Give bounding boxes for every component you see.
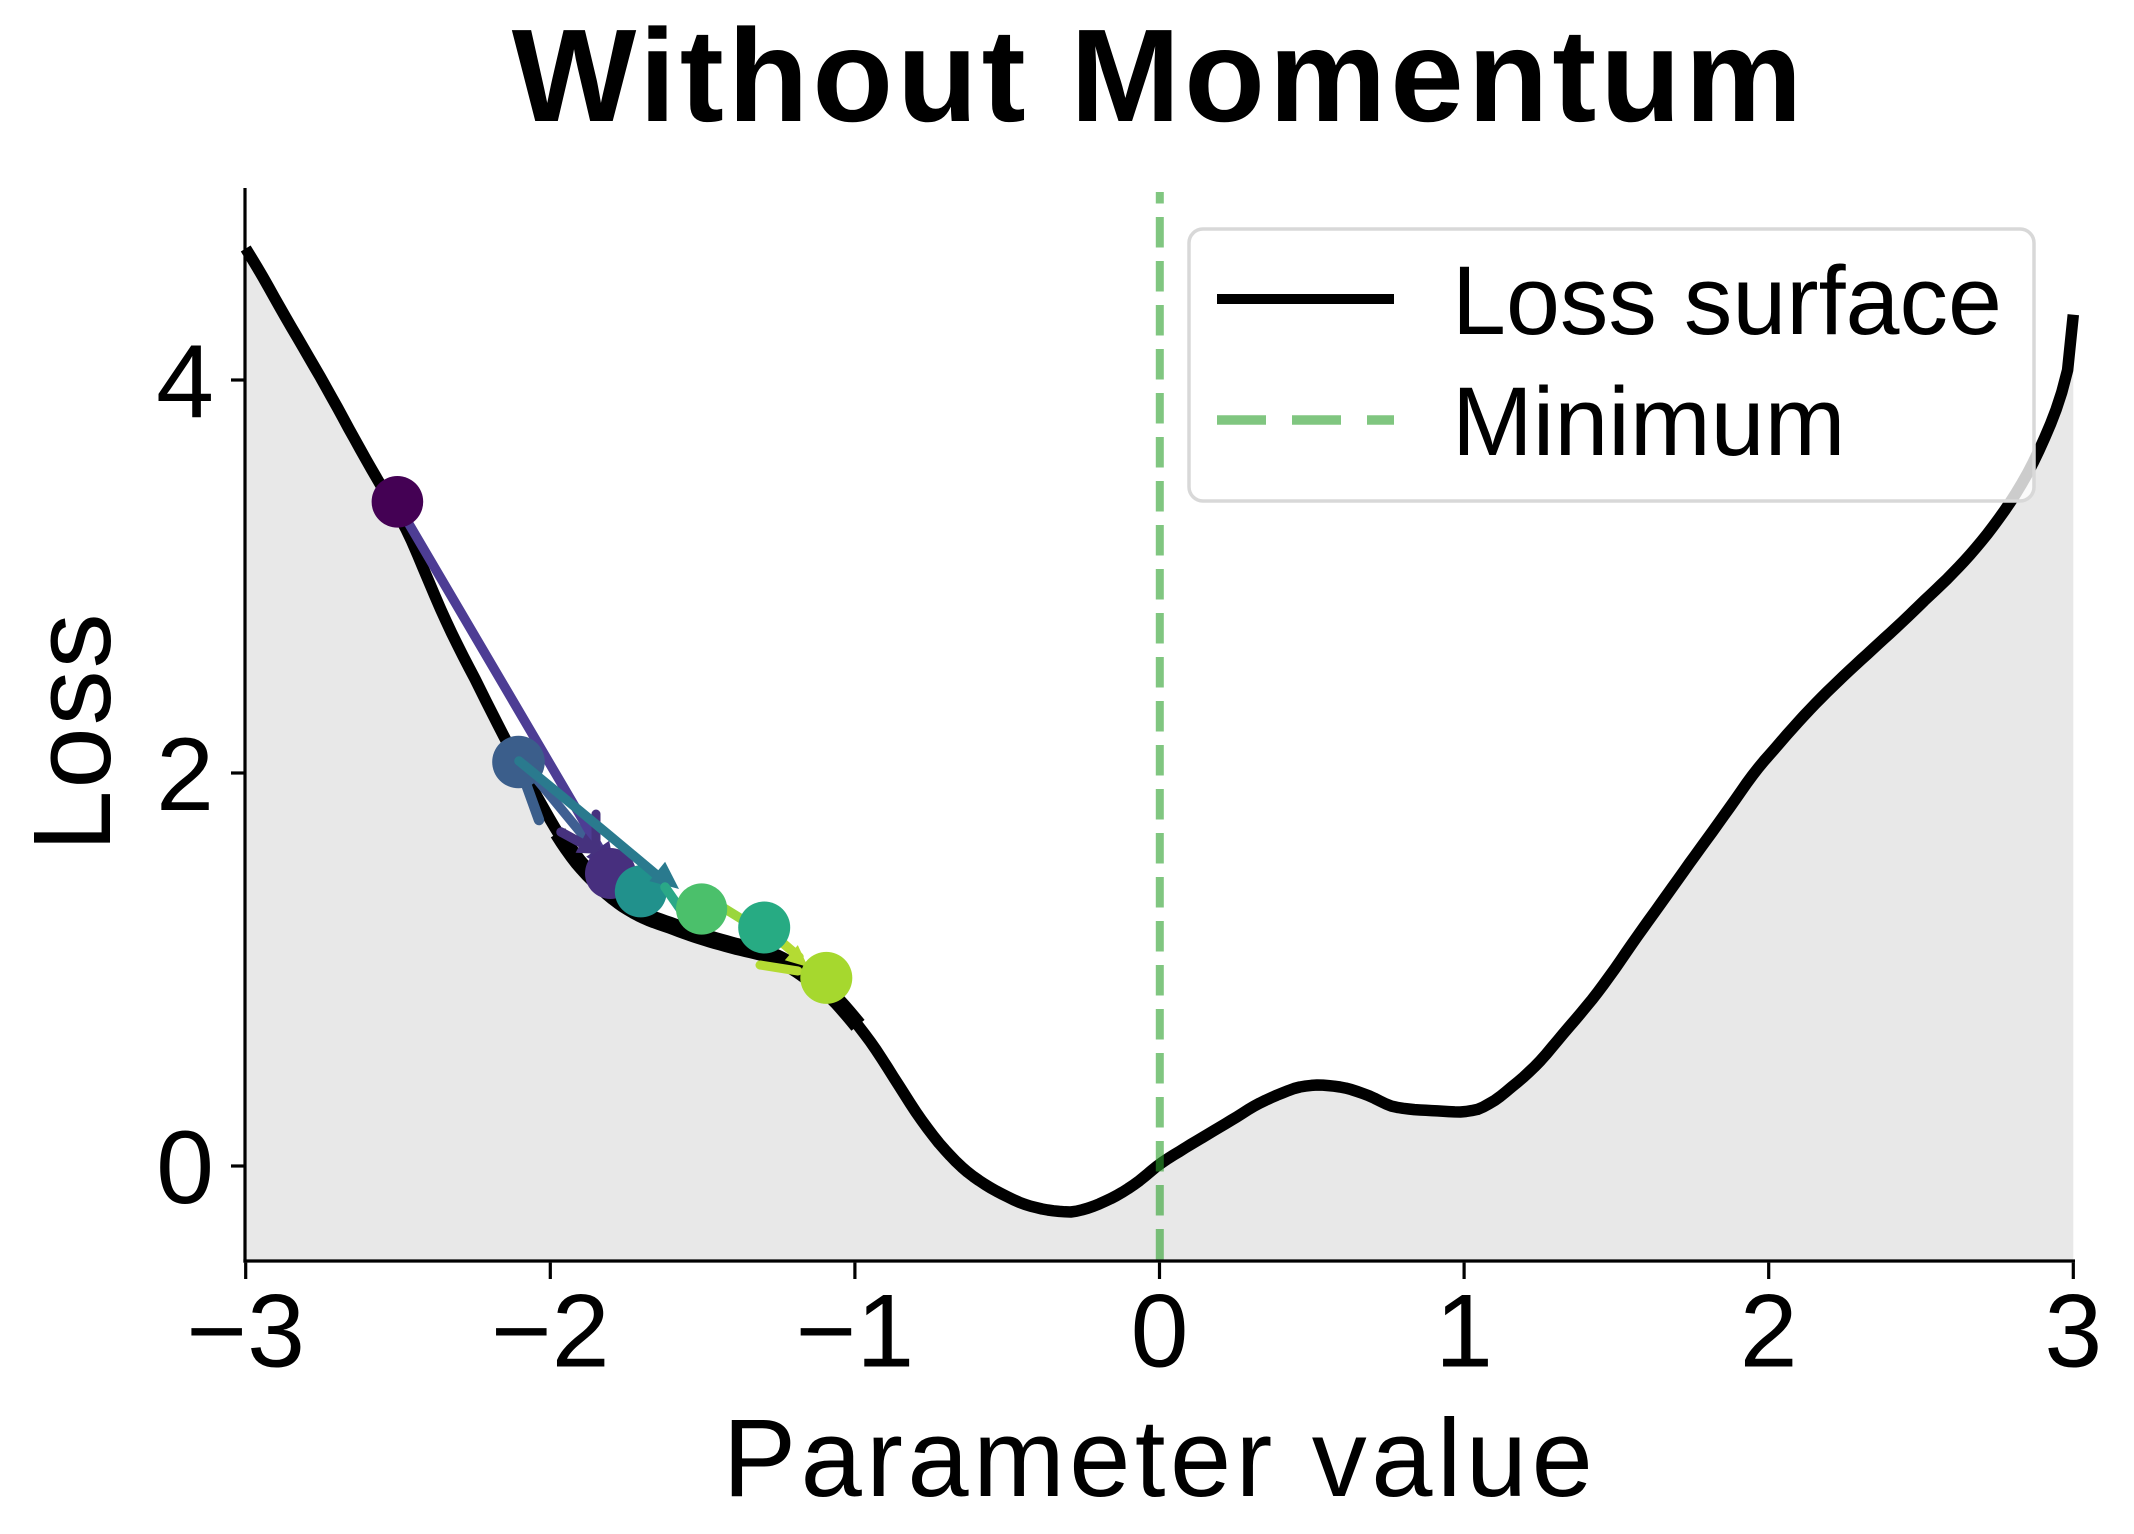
svg-text:Loss surface: Loss surface [1452, 246, 2002, 355]
svg-text:−1: −1 [796, 1274, 915, 1390]
svg-text:−2: −2 [491, 1274, 610, 1390]
svg-text:Without Momentum: Without Momentum [512, 2, 1807, 149]
svg-text:4: 4 [156, 324, 214, 440]
svg-text:2: 2 [1740, 1274, 1798, 1390]
svg-text:0: 0 [1131, 1274, 1189, 1390]
svg-text:1: 1 [1435, 1274, 1493, 1390]
svg-text:Minimum: Minimum [1452, 367, 1845, 476]
svg-text:−3: −3 [186, 1274, 305, 1390]
svg-text:Loss: Loss [11, 611, 134, 851]
svg-text:Parameter value: Parameter value [723, 1397, 1598, 1520]
svg-text:3: 3 [2044, 1274, 2102, 1390]
svg-text:0: 0 [156, 1110, 214, 1226]
svg-text:2: 2 [156, 717, 214, 833]
